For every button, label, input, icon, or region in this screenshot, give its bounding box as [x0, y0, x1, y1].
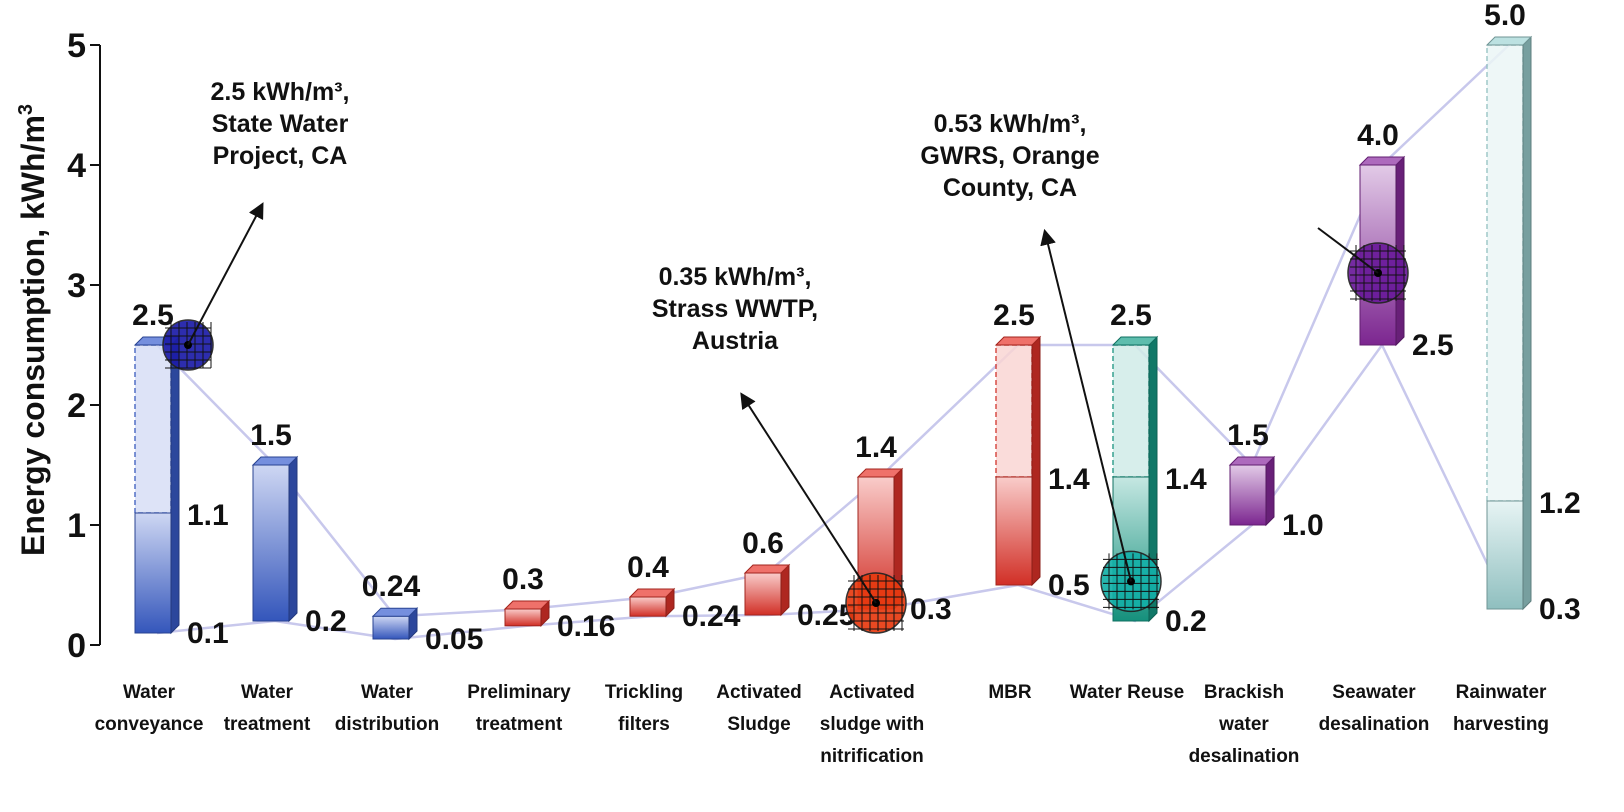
- category-label: Trickling filters: [605, 682, 683, 735]
- bar-rainwater-harvesting: [1485, 35, 1533, 611]
- bar-brackish-water-desalination: [1228, 455, 1276, 527]
- value-label-high: 0.3: [502, 563, 544, 596]
- category-label: Water conveyance: [95, 682, 204, 735]
- category-label: Water distribution: [335, 682, 439, 735]
- category-label: Preliminary treatment: [467, 682, 571, 735]
- bar-water-conveyance: [133, 335, 181, 635]
- annotation-arrow: [187, 202, 264, 346]
- low-range-line: [156, 342, 1511, 641]
- annotation-text: 0.35 kWh/m³, Strass WWTP, Austria: [652, 263, 818, 355]
- value-label-mid: 1.4: [1165, 463, 1207, 496]
- y-tick-label: 1: [67, 507, 86, 545]
- value-label-low: 0.3: [1539, 593, 1581, 626]
- annotation-arrow: [740, 392, 877, 604]
- value-label-mid: 1.4: [1048, 463, 1090, 496]
- value-label-high: 0.4: [627, 551, 669, 584]
- value-label-high: 1.5: [1227, 419, 1269, 452]
- value-label-high: 0.6: [742, 527, 784, 560]
- value-label-high: 1.5: [250, 419, 292, 452]
- category-label: MBR: [988, 682, 1032, 703]
- range-lines: [156, 44, 1511, 641]
- y-tick-label: 5: [67, 27, 86, 65]
- value-label-low: 0.3: [910, 593, 952, 626]
- y-axis: 0 1 2 3 4 5: [67, 27, 101, 665]
- value-label-high: 5.0: [1484, 0, 1526, 32]
- annotation-arrow: [1040, 228, 1132, 582]
- category-label: Rainwater harvesting: [1453, 682, 1549, 735]
- high-range-line: [156, 44, 1510, 618]
- value-label-low: 0.2: [1165, 605, 1207, 638]
- bars: [133, 35, 1533, 641]
- y-tick-label: 2: [67, 387, 86, 425]
- y-tick-label: 4: [67, 147, 86, 185]
- annotations: 2.5 kWh/m³, State Water Project, CA 0.35 kW…: [162, 78, 1409, 634]
- value-label-low: 2.5: [1412, 329, 1454, 362]
- category-label: Brackish water desalination: [1189, 682, 1300, 767]
- value-label-high: 4.0: [1357, 119, 1399, 152]
- bar-mbr: [994, 335, 1042, 587]
- value-label-mid: 1.2: [1539, 487, 1581, 520]
- category-label: Water Reuse: [1070, 682, 1184, 703]
- value-label-low: 1.0: [1282, 509, 1324, 542]
- bar-preliminary-treatment: [503, 599, 551, 628]
- value-label-mid: 1.1: [187, 499, 229, 532]
- annotation-arrow: [1317, 227, 1379, 274]
- y-tick-label: 0: [67, 627, 86, 665]
- category-label: Water treatment: [224, 682, 311, 735]
- value-label-low: 0.24: [682, 600, 741, 633]
- value-label-low: 0.1: [187, 617, 229, 650]
- value-label-high: 1.4: [855, 431, 897, 464]
- value-label-low: 0.5: [1048, 569, 1090, 602]
- annotation-text: 2.5 kWh/m³, State Water Project, CA: [211, 78, 350, 170]
- category-label: Activated Sludge: [716, 682, 802, 735]
- value-label-low: 0.2: [305, 605, 347, 638]
- bar-activated-sludge: [743, 563, 791, 617]
- bar-trickling-filters: [628, 587, 676, 618]
- value-label-high: 0.24: [362, 570, 421, 603]
- value-label-low: 0.16: [557, 610, 615, 643]
- value-label-high: 2.5: [132, 299, 174, 332]
- category-label: Activated sludge with nitrification: [820, 682, 925, 767]
- value-labels: 2.50.11.11.50.20.240.050.30.160.40.240.6…: [132, 0, 1581, 656]
- y-axis-title: Energy consumption, kWh/m3: [15, 104, 51, 556]
- category-label: Seawater desalination: [1319, 682, 1430, 735]
- value-label-high: 2.5: [1110, 299, 1152, 332]
- x-axis-categories: Water conveyance Water treatment Water distri…: [95, 682, 1549, 767]
- bar-water-treatment: [251, 455, 299, 623]
- value-label-low: 0.05: [425, 623, 483, 656]
- bar-water-distribution: [371, 606, 419, 641]
- value-label-high: 2.5: [993, 299, 1035, 332]
- y-tick-label: 3: [67, 267, 86, 305]
- annotation-text: 0.53 kWh/m³, GWRS, Orange County, CA: [920, 110, 1099, 202]
